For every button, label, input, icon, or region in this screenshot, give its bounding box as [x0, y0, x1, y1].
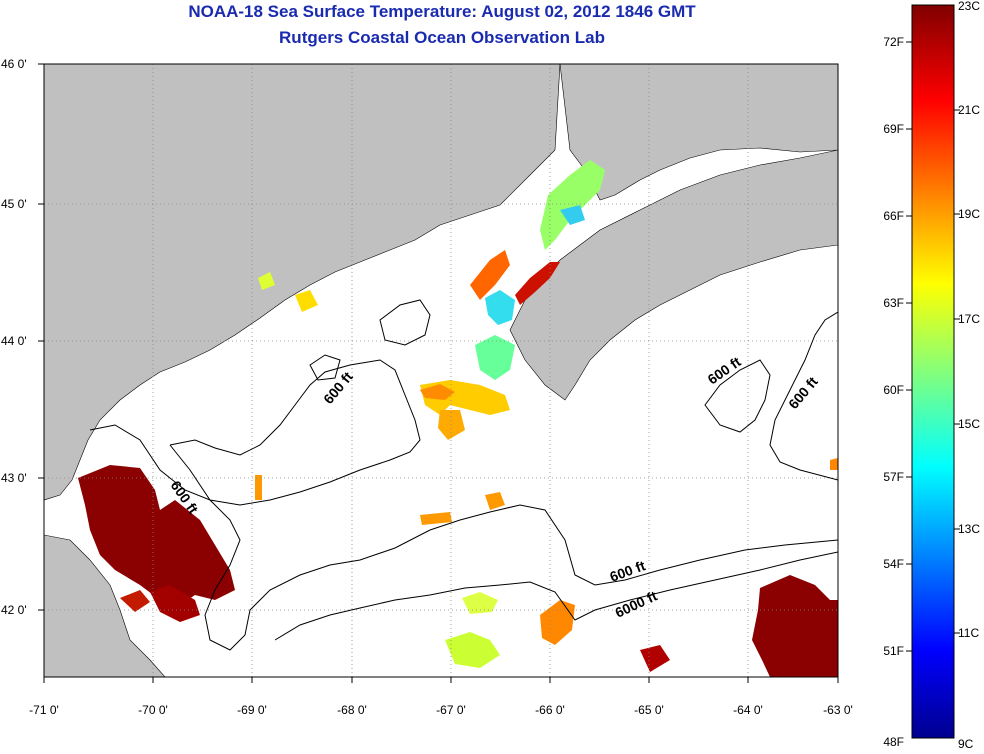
colorbar-c-13: 13C	[958, 522, 980, 536]
colorbar-f-69: 69F	[883, 122, 904, 136]
land-cape-cod	[44, 534, 166, 677]
colorbar-c-9: 9C	[958, 737, 974, 751]
sst-data	[78, 160, 838, 677]
lon-label-70: -70 0'	[138, 703, 168, 717]
lat-label-43: 43 0'	[1, 471, 27, 485]
colorbar-f-63: 63F	[883, 296, 904, 310]
colorbar-f-48: 48F	[883, 735, 904, 749]
map-title: NOAA-18 Sea Surface Temperature: August …	[188, 2, 696, 21]
bathymetry-contours	[89, 299, 838, 651]
lat-label-42: 42 0'	[1, 603, 27, 617]
colorbar-f-54: 54F	[883, 557, 904, 571]
lat-label-44: 44 0'	[1, 334, 27, 348]
lat-label-45: 45 0'	[1, 197, 27, 211]
colorbar-ticks	[906, 41, 960, 652]
land-nova-scotia	[509, 149, 838, 401]
colorbar-f-72: 72F	[883, 35, 904, 49]
colorbar-f-51: 51F	[883, 644, 904, 658]
lat-label-46: 46 0'	[1, 57, 27, 71]
lon-label-63: -63 0'	[823, 703, 853, 717]
colorbar-c-17: 17C	[958, 312, 980, 326]
colorbar	[911, 4, 955, 739]
colorbar-c-21: 21C	[958, 103, 980, 117]
lon-label-68: -68 0'	[337, 703, 367, 717]
land-new-england	[44, 64, 561, 501]
colorbar-f-66: 66F	[883, 209, 904, 223]
map-frame	[43, 63, 839, 678]
lon-label-71: -71 0'	[29, 703, 59, 717]
colorbar-c-19: 19C	[958, 207, 980, 221]
colorbar-c-23: 23C	[958, 0, 980, 13]
lon-label-69: -69 0'	[237, 703, 267, 717]
lon-label-65: -65 0'	[634, 703, 664, 717]
lon-label-64: -64 0'	[733, 703, 763, 717]
graticule	[44, 64, 838, 677]
colorbar-f-60: 60F	[883, 383, 904, 397]
axis-ticks	[38, 63, 839, 683]
colorbar-c-15: 15C	[958, 417, 980, 431]
colorbar-c-11: 11C	[958, 626, 979, 640]
map-subtitle: Rutgers Coastal Ocean Observation Lab	[279, 28, 605, 47]
lon-label-67: -67 0'	[436, 703, 466, 717]
colorbar-f-57: 57F	[883, 470, 904, 484]
lon-label-66: -66 0'	[535, 703, 565, 717]
